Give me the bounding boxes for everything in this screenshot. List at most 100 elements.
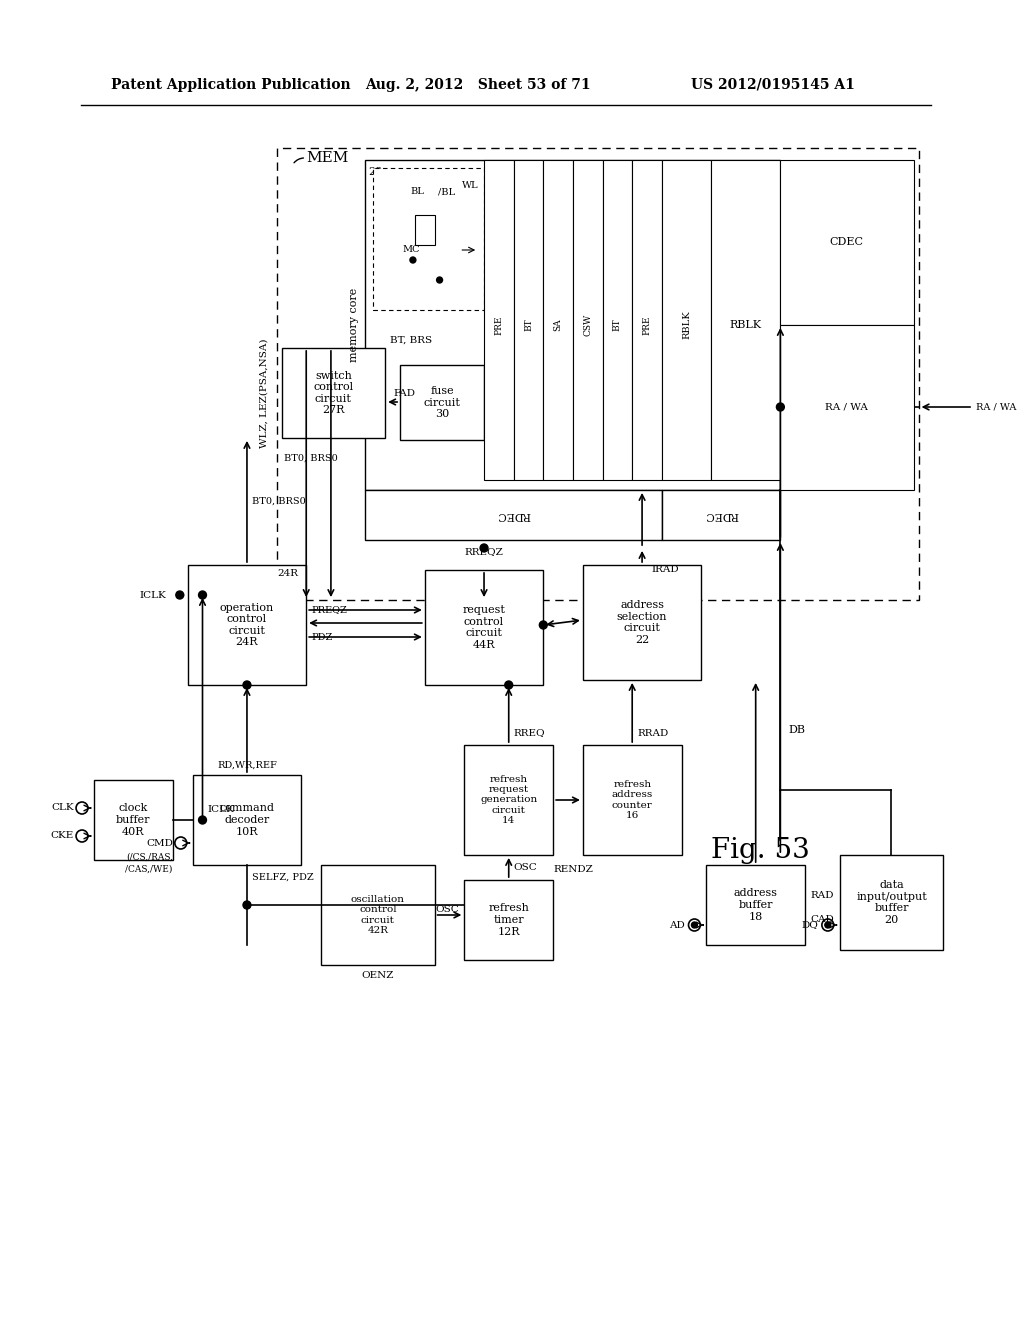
Text: switch
control
circuit
27R: switch control circuit 27R: [313, 371, 353, 416]
Bar: [662, 160, 712, 480]
Text: RD,WR,REF: RD,WR,REF: [217, 760, 276, 770]
Text: command
decoder
10R: command decoder 10R: [219, 804, 274, 837]
Circle shape: [176, 591, 183, 599]
Bar: [514, 160, 544, 480]
Text: RDEC: RDEC: [705, 510, 738, 520]
Text: CMD: CMD: [146, 838, 173, 847]
Bar: [464, 880, 553, 960]
Bar: [840, 855, 943, 950]
Bar: [366, 490, 662, 540]
Text: operation
control
circuit
24R: operation control circuit 24R: [220, 603, 274, 647]
Text: OSC: OSC: [435, 906, 460, 915]
Bar: [583, 744, 682, 855]
Bar: [366, 160, 780, 490]
Bar: [193, 775, 301, 865]
Bar: [374, 168, 484, 310]
Bar: [662, 490, 780, 540]
Text: RA / WA: RA / WA: [825, 403, 868, 412]
Text: 28: 28: [369, 168, 383, 177]
Circle shape: [505, 681, 513, 689]
Text: clock
buffer
40R: clock buffer 40R: [116, 804, 151, 837]
Text: SELFZ, PDZ: SELFZ, PDZ: [252, 873, 313, 882]
Text: /BL: /BL: [438, 187, 455, 197]
Text: address
buffer
18: address buffer 18: [733, 888, 777, 921]
Circle shape: [824, 921, 830, 928]
Text: PDZ: PDZ: [311, 632, 333, 642]
Circle shape: [199, 816, 207, 824]
Text: CKE: CKE: [51, 832, 74, 841]
Bar: [425, 570, 544, 685]
Circle shape: [691, 921, 697, 928]
Text: RAD: RAD: [810, 891, 834, 899]
Bar: [573, 160, 602, 480]
Text: 24R: 24R: [278, 569, 298, 578]
Bar: [400, 366, 484, 440]
Text: AD: AD: [669, 920, 685, 929]
Text: address
selection
circuit
22: address selection circuit 22: [616, 601, 668, 645]
Text: US 2012/0195145 A1: US 2012/0195145 A1: [691, 78, 855, 92]
Circle shape: [436, 277, 442, 282]
Circle shape: [540, 620, 547, 630]
Bar: [282, 348, 385, 438]
Text: RENDZ: RENDZ: [553, 866, 593, 874]
Bar: [712, 160, 780, 480]
Bar: [276, 148, 919, 601]
Text: RA / WA: RA / WA: [976, 403, 1017, 412]
Text: DQ: DQ: [801, 920, 818, 929]
Text: FAD: FAD: [393, 389, 415, 399]
Text: CSW: CSW: [584, 314, 592, 337]
Text: CAD: CAD: [810, 916, 834, 924]
Text: BT0, BRS0: BT0, BRS0: [252, 496, 305, 506]
Circle shape: [199, 591, 207, 599]
Text: CDEC: CDEC: [829, 238, 863, 247]
Bar: [632, 160, 662, 480]
Text: data
input/output
buffer
20: data input/output buffer 20: [856, 880, 927, 925]
Text: BT, BRS: BT, BRS: [390, 335, 432, 345]
Circle shape: [776, 403, 784, 411]
Text: RBLK: RBLK: [682, 310, 691, 339]
Bar: [187, 565, 306, 685]
Text: Aug. 2, 2012   Sheet 53 of 71: Aug. 2, 2012 Sheet 53 of 71: [366, 78, 591, 92]
Text: Patent Application Publication: Patent Application Publication: [111, 78, 350, 92]
Text: PREQZ: PREQZ: [311, 606, 347, 615]
Text: RRAD: RRAD: [637, 729, 669, 738]
Text: refresh
address
counter
16: refresh address counter 16: [611, 780, 653, 820]
Text: oscillation
control
circuit
42R: oscillation control circuit 42R: [351, 895, 404, 935]
Circle shape: [243, 681, 251, 689]
Bar: [484, 160, 514, 480]
Text: RREQZ: RREQZ: [465, 548, 504, 557]
Text: ICLK: ICLK: [208, 805, 234, 814]
Bar: [464, 744, 553, 855]
Text: PRE: PRE: [642, 315, 651, 335]
Bar: [602, 160, 632, 480]
Circle shape: [480, 544, 488, 552]
Text: MC: MC: [402, 246, 420, 255]
Text: OSC: OSC: [514, 862, 538, 871]
Text: SA: SA: [554, 318, 562, 331]
Text: refresh
request
generation
circuit
14: refresh request generation circuit 14: [480, 775, 538, 825]
Bar: [707, 865, 805, 945]
Text: RDEC: RDEC: [497, 510, 530, 520]
Text: BT: BT: [613, 318, 622, 331]
Text: (/CS,/RAS,: (/CS,/RAS,: [126, 853, 173, 862]
Text: WL: WL: [462, 181, 479, 190]
Bar: [544, 160, 573, 480]
Text: BL: BL: [410, 187, 424, 197]
Text: BT: BT: [524, 318, 532, 331]
Bar: [583, 565, 701, 680]
Bar: [415, 215, 434, 246]
Bar: [780, 160, 913, 325]
Text: refresh
timer
12R: refresh timer 12R: [488, 903, 529, 937]
Text: PRE: PRE: [495, 315, 504, 335]
Text: /CAS,/WE): /CAS,/WE): [126, 865, 173, 874]
Text: ICLK: ICLK: [139, 590, 167, 599]
Text: DB: DB: [788, 725, 805, 735]
Text: BT0, BRS0: BT0, BRS0: [285, 454, 338, 462]
Text: RBLK: RBLK: [730, 319, 762, 330]
Bar: [322, 865, 434, 965]
Circle shape: [410, 257, 416, 263]
Text: memory core: memory core: [348, 288, 358, 362]
Text: MEM: MEM: [306, 150, 348, 165]
Text: CLK: CLK: [51, 804, 74, 813]
Text: WLZ, LEZ(PSA,NSA): WLZ, LEZ(PSA,NSA): [259, 338, 268, 447]
